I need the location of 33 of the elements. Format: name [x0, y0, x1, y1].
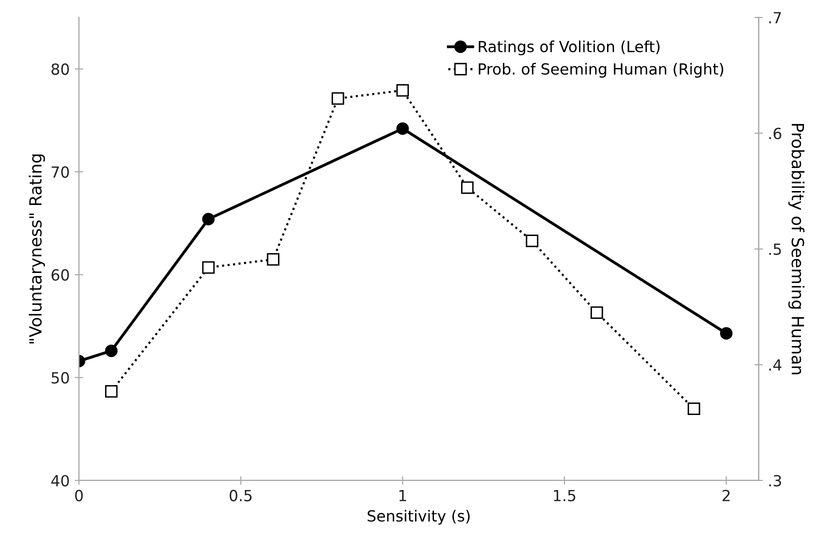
y2-tick-label: .4	[769, 359, 782, 371]
point	[461, 181, 474, 194]
y-axis-title: "Voluntaryness" Rating	[28, 154, 45, 344]
point	[720, 327, 733, 340]
x-tick-label: 1	[399, 490, 406, 502]
y2-tick-label: .5	[769, 244, 781, 255]
point	[526, 234, 538, 248]
point	[202, 261, 215, 274]
y2-tick-label: .3	[769, 474, 782, 486]
point	[332, 92, 344, 105]
x-axis-title: Sensitivity (s)	[368, 510, 470, 525]
y-tick-label: 80	[52, 63, 69, 75]
point	[396, 122, 409, 135]
y-tick-label: 50	[52, 372, 69, 384]
x-tick-label: 0.5	[230, 490, 252, 502]
y-tick-label: 40	[51, 474, 69, 486]
x-tick-label: 2	[722, 490, 730, 502]
point	[105, 385, 118, 398]
x-tick-label: 0	[75, 490, 83, 502]
y2-tick-label: .7	[769, 12, 781, 24]
y-tick-label: 60	[52, 269, 69, 281]
point	[396, 84, 409, 97]
legend-label: Ratings of Volition (Left)	[478, 40, 660, 56]
point	[105, 344, 118, 358]
point	[688, 402, 700, 415]
point	[202, 212, 215, 226]
y2-tick-label: .6	[769, 128, 782, 140]
x-tick-label: 1.5	[554, 490, 576, 502]
legend-label: Prob. of Seeming Human (Right)	[478, 62, 724, 78]
point	[590, 306, 604, 319]
y-tick-label: 70	[52, 166, 69, 178]
y2-axis-title: Probability of Seeming Human	[788, 124, 804, 374]
point	[266, 253, 280, 266]
